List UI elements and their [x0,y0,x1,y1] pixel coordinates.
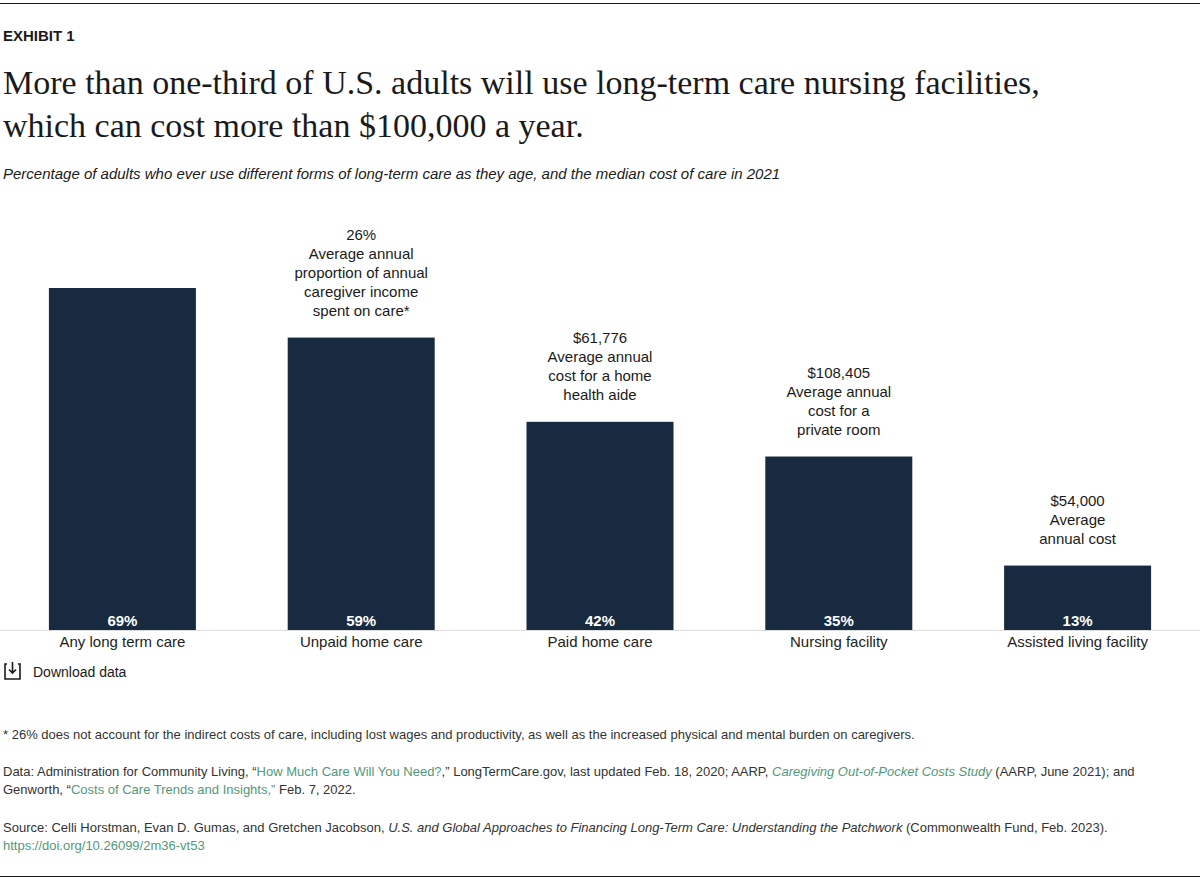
footnote: * 26% does not account for the indirect … [3,726,1183,744]
category-label: Any long term care [59,633,185,650]
exhibit-label: EXHIBIT 1 [3,27,75,44]
source-text: Source: Celli Horstman, Evan D. Gumas, a… [3,820,388,835]
labels: 69% Any long term care 59% Unpaid home care… [59,226,1148,650]
title: which can cost more than $100,000 a year… [3,107,584,144]
data-label: 59% [346,612,376,629]
source-link[interactable]: https://doi.org/10.26099/2m36-vt53 [3,838,205,853]
category-label: Unpaid home care [300,633,423,650]
annotation: Average [1050,511,1106,528]
annotation: $61,776 [573,329,627,346]
bar [288,338,435,630]
data-link[interactable]: How Much Care Will You Need? [257,764,442,779]
category-label: Nursing facility [790,633,888,650]
bar [765,457,912,630]
category-label: Paid home care [547,633,652,650]
plot-area [49,288,1151,630]
bar [49,288,196,630]
download-label[interactable]: Download data [33,664,127,680]
annotation: Average annual [548,348,653,365]
annotation: cost for a [808,402,870,419]
annotation: annual cost [1039,530,1117,547]
annotation: Average annual [786,383,891,400]
data-text: Data: Administration for Community Livin… [3,764,257,779]
bar [1004,566,1151,630]
source-text: (Commonwealth Fund, Feb. 2023). [902,820,1107,835]
category-label: Assisted living facility [1007,633,1148,650]
data-label: 69% [107,612,137,629]
data-text: ,” LongTermCare.gov, last updated Feb. 1… [442,764,773,779]
data-label: 35% [824,612,854,629]
baseline [0,630,1200,631]
annotation: proportion of annual [294,264,427,281]
download-icon-arrow [9,662,16,673]
subtitle: Percentage of adults who ever use differ… [3,165,780,182]
footnote-text: * 26% does not account for the indirect … [3,727,915,742]
data-label: 42% [585,612,615,629]
annotation: health aide [563,386,636,403]
annotation: $54,000 [1050,492,1104,509]
bar [527,422,674,630]
source-text: U.S. and Global Approaches to Financing … [388,820,902,835]
page: EXHIBIT 1 More than one-third of U.S. adu… [0,0,1200,880]
title: More than one-third of U.S. adults will … [3,64,1040,101]
chart: EXHIBIT 1 More than one-third of U.S. adu… [0,0,1200,880]
annotation: cost for a home [548,367,651,384]
data-label: 13% [1063,612,1093,629]
data-text: Feb. 7, 2022. [275,782,355,797]
data-link[interactable]: Costs of Care Trends and Insights,” [71,782,275,797]
annotation: caregiver income [304,283,418,300]
annotation: 26% [346,226,376,243]
annotation: private room [797,421,880,438]
bottom-rule [0,876,1200,877]
top-rule [0,3,1200,4]
annotation: $108,405 [808,364,871,381]
data-note: Data: Administration for Community Livin… [3,763,1183,799]
annotation: spent on care* [313,302,410,319]
data-link[interactable]: Caregiving Out-of-Pocket Costs Study [772,764,992,779]
download-icon [5,662,20,679]
annotation: Average annual [309,245,414,262]
source-note: Source: Celli Horstman, Evan D. Gumas, a… [3,819,1183,855]
